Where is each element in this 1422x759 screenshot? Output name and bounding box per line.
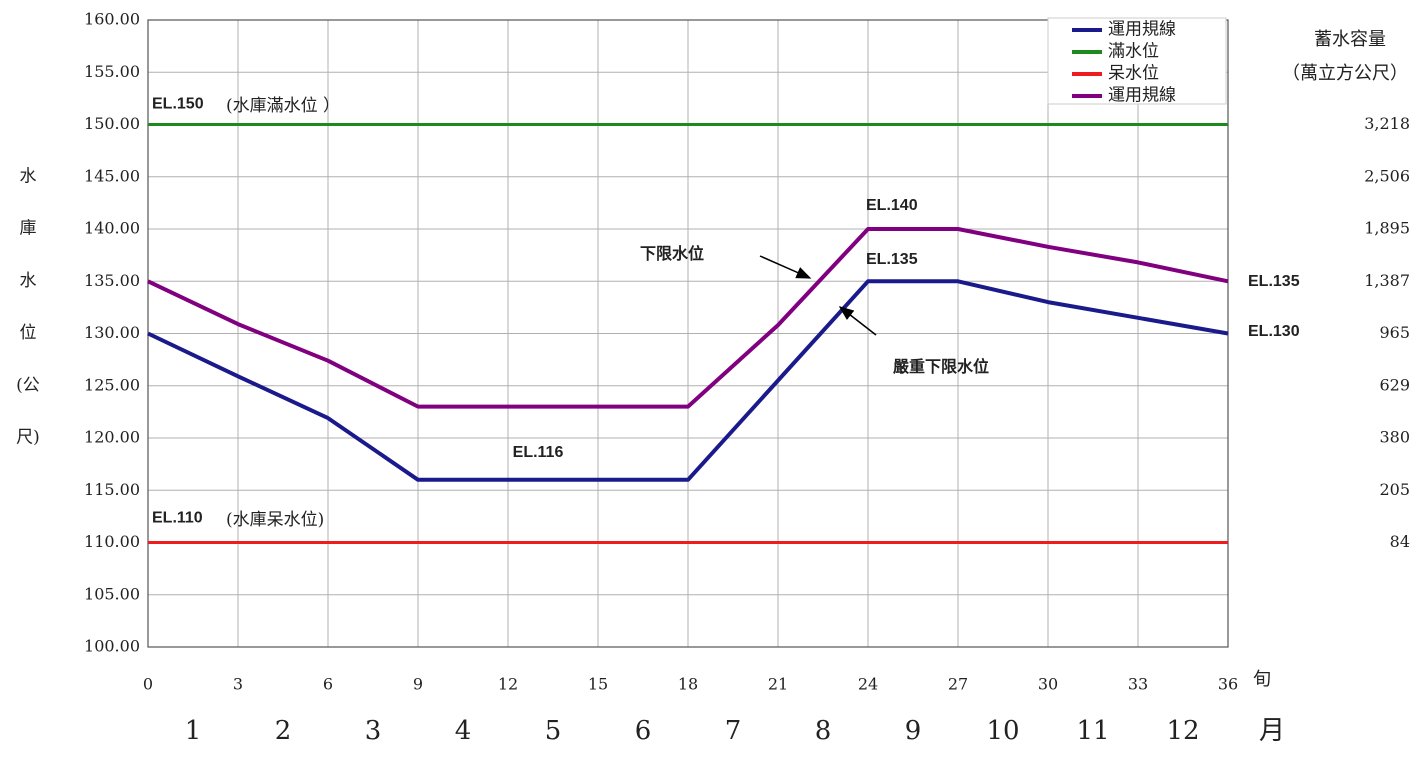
y-tick-label: 100.00 bbox=[84, 637, 140, 656]
x-tick-label: 36 bbox=[1218, 675, 1238, 694]
right-axis-tick-label: 629 bbox=[1379, 375, 1410, 394]
month-label: 5 bbox=[545, 716, 562, 746]
month-label: 1 bbox=[185, 716, 202, 746]
y-axis-label-char: 水 bbox=[20, 166, 37, 186]
month-label: 6 bbox=[635, 716, 652, 746]
y-tick-label: 155.00 bbox=[84, 62, 140, 81]
legend-box bbox=[1047, 17, 1227, 105]
right-axis-tick-label: 3,218 bbox=[1364, 114, 1410, 133]
month-unit-label: 月 bbox=[1259, 716, 1285, 746]
month-label: 2 bbox=[275, 716, 292, 746]
y-axis-label-char: (公 bbox=[16, 375, 40, 395]
y-axis-label-char: 水 bbox=[20, 271, 37, 291]
x-tick-label: 15 bbox=[588, 675, 608, 694]
right-axis-tick-label: 2,506 bbox=[1364, 166, 1410, 185]
month-label: 9 bbox=[905, 716, 922, 746]
annotation-el130-right: EL.130 bbox=[1248, 323, 1300, 340]
right-axis-tick-label: 380 bbox=[1379, 428, 1410, 447]
legend-entry-label: 滿水位 bbox=[1108, 42, 1159, 62]
right-axis-title: 蓄水容量 bbox=[1314, 29, 1386, 50]
annotation-lower-limit: 下限水位 bbox=[640, 244, 704, 263]
annotation-el110-note: (水庫呆水位) bbox=[226, 510, 324, 530]
x-tick-label: 9 bbox=[413, 675, 423, 694]
y-axis-label-char: 尺) bbox=[16, 428, 40, 448]
x-tick-label: 24 bbox=[858, 675, 878, 694]
annotation-el140: EL.140 bbox=[866, 197, 918, 214]
x-axis-unit-label: 旬 bbox=[1253, 669, 1271, 690]
y-tick-label: 125.00 bbox=[84, 375, 140, 394]
y-tick-label: 120.00 bbox=[84, 428, 140, 447]
lower-limit-arrow bbox=[759, 255, 812, 279]
x-tick-label: 0 bbox=[143, 675, 153, 694]
month-label: 12 bbox=[1166, 716, 1199, 746]
y-tick-label: 150.00 bbox=[84, 114, 140, 133]
x-tick-label: 33 bbox=[1128, 675, 1148, 694]
annotation-el150: EL.150 bbox=[152, 96, 204, 113]
y-tick-label: 130.00 bbox=[84, 323, 140, 342]
x-tick-label: 3 bbox=[233, 675, 243, 694]
month-label: 11 bbox=[1076, 716, 1109, 746]
annotation-el110: EL.110 bbox=[152, 510, 203, 527]
month-label: 10 bbox=[986, 716, 1019, 746]
y-tick-label: 110.00 bbox=[84, 532, 140, 551]
y-tick-label: 160.00 bbox=[84, 10, 140, 29]
x-tick-label: 27 bbox=[948, 675, 968, 694]
annotation-el135-right: EL.135 bbox=[1248, 273, 1300, 290]
y-axis-label-char: 庫 bbox=[20, 219, 37, 239]
x-tick-label: 30 bbox=[1038, 675, 1058, 694]
y-tick-label: 145.00 bbox=[84, 166, 140, 185]
annotation-el135-mid: EL.135 bbox=[866, 251, 918, 268]
legend-entry-label: 運用規線 bbox=[1108, 86, 1176, 106]
series-line-1 bbox=[147, 279, 1229, 482]
x-tick-label: 21 bbox=[768, 675, 788, 694]
x-tick-label: 12 bbox=[498, 675, 518, 694]
right-axis-tick-label: 1,387 bbox=[1364, 271, 1410, 290]
right-axis-tick-label: 1,895 bbox=[1364, 219, 1410, 238]
x-tick-label: 6 bbox=[323, 675, 333, 694]
legend-entry-label: 呆水位 bbox=[1108, 64, 1159, 84]
y-tick-label: 135.00 bbox=[84, 271, 140, 290]
annotation-el116: EL.116 bbox=[513, 444, 564, 461]
y-tick-label: 115.00 bbox=[84, 480, 140, 499]
x-tick-label: 18 bbox=[678, 675, 698, 694]
y-axis-label-char: 位 bbox=[20, 323, 37, 343]
month-label: 8 bbox=[815, 716, 832, 746]
annotation-severe-lower-limit: 嚴重下限水位 bbox=[893, 357, 989, 376]
severe-lower-limit-arrow bbox=[838, 306, 877, 336]
month-label: 7 bbox=[725, 716, 742, 746]
series-line-4 bbox=[147, 227, 1229, 409]
legend-entry-label: 運用規線 bbox=[1108, 20, 1176, 40]
right-axis-tick-label: 205 bbox=[1379, 480, 1410, 499]
y-tick-label: 140.00 bbox=[84, 219, 140, 238]
right-axis-unit: （萬立方公尺） bbox=[1282, 63, 1408, 84]
month-label: 3 bbox=[365, 716, 382, 746]
right-axis-tick-label: 965 bbox=[1379, 323, 1410, 342]
y-tick-label: 105.00 bbox=[84, 584, 140, 603]
annotation-el150-note: (水庫滿水位 ） bbox=[226, 96, 340, 116]
month-label: 4 bbox=[455, 716, 472, 746]
right-axis-tick-label: 84 bbox=[1390, 532, 1410, 551]
